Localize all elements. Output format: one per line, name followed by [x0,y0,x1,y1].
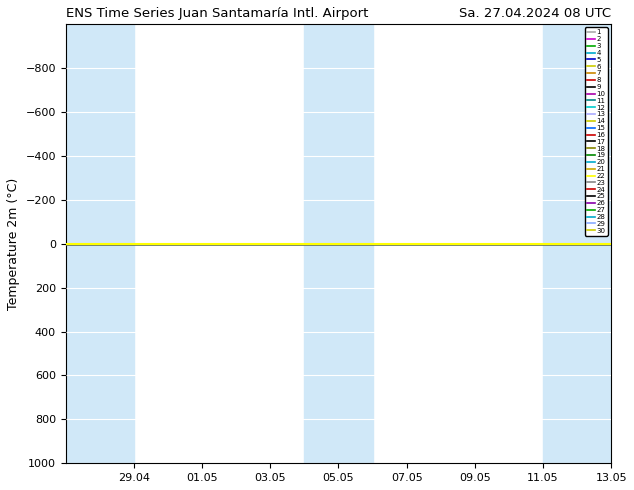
Bar [543,24,611,464]
Text: Sa. 27.04.2024 08 UTC: Sa. 27.04.2024 08 UTC [459,7,611,20]
Bar [304,24,373,464]
Text: ENS Time Series Juan Santamaría Intl. Airport: ENS Time Series Juan Santamaría Intl. Ai… [66,7,368,20]
Legend: 1, 2, 3, 4, 5, 6, 7, 8, 9, 10, 11, 12, 13, 14, 15, 16, 17, 18, 19, 20, 21, 22, 2: 1, 2, 3, 4, 5, 6, 7, 8, 9, 10, 11, 12, 1… [585,27,608,236]
Y-axis label: Temperature 2m (°C): Temperature 2m (°C) [7,177,20,310]
Bar [66,24,134,464]
